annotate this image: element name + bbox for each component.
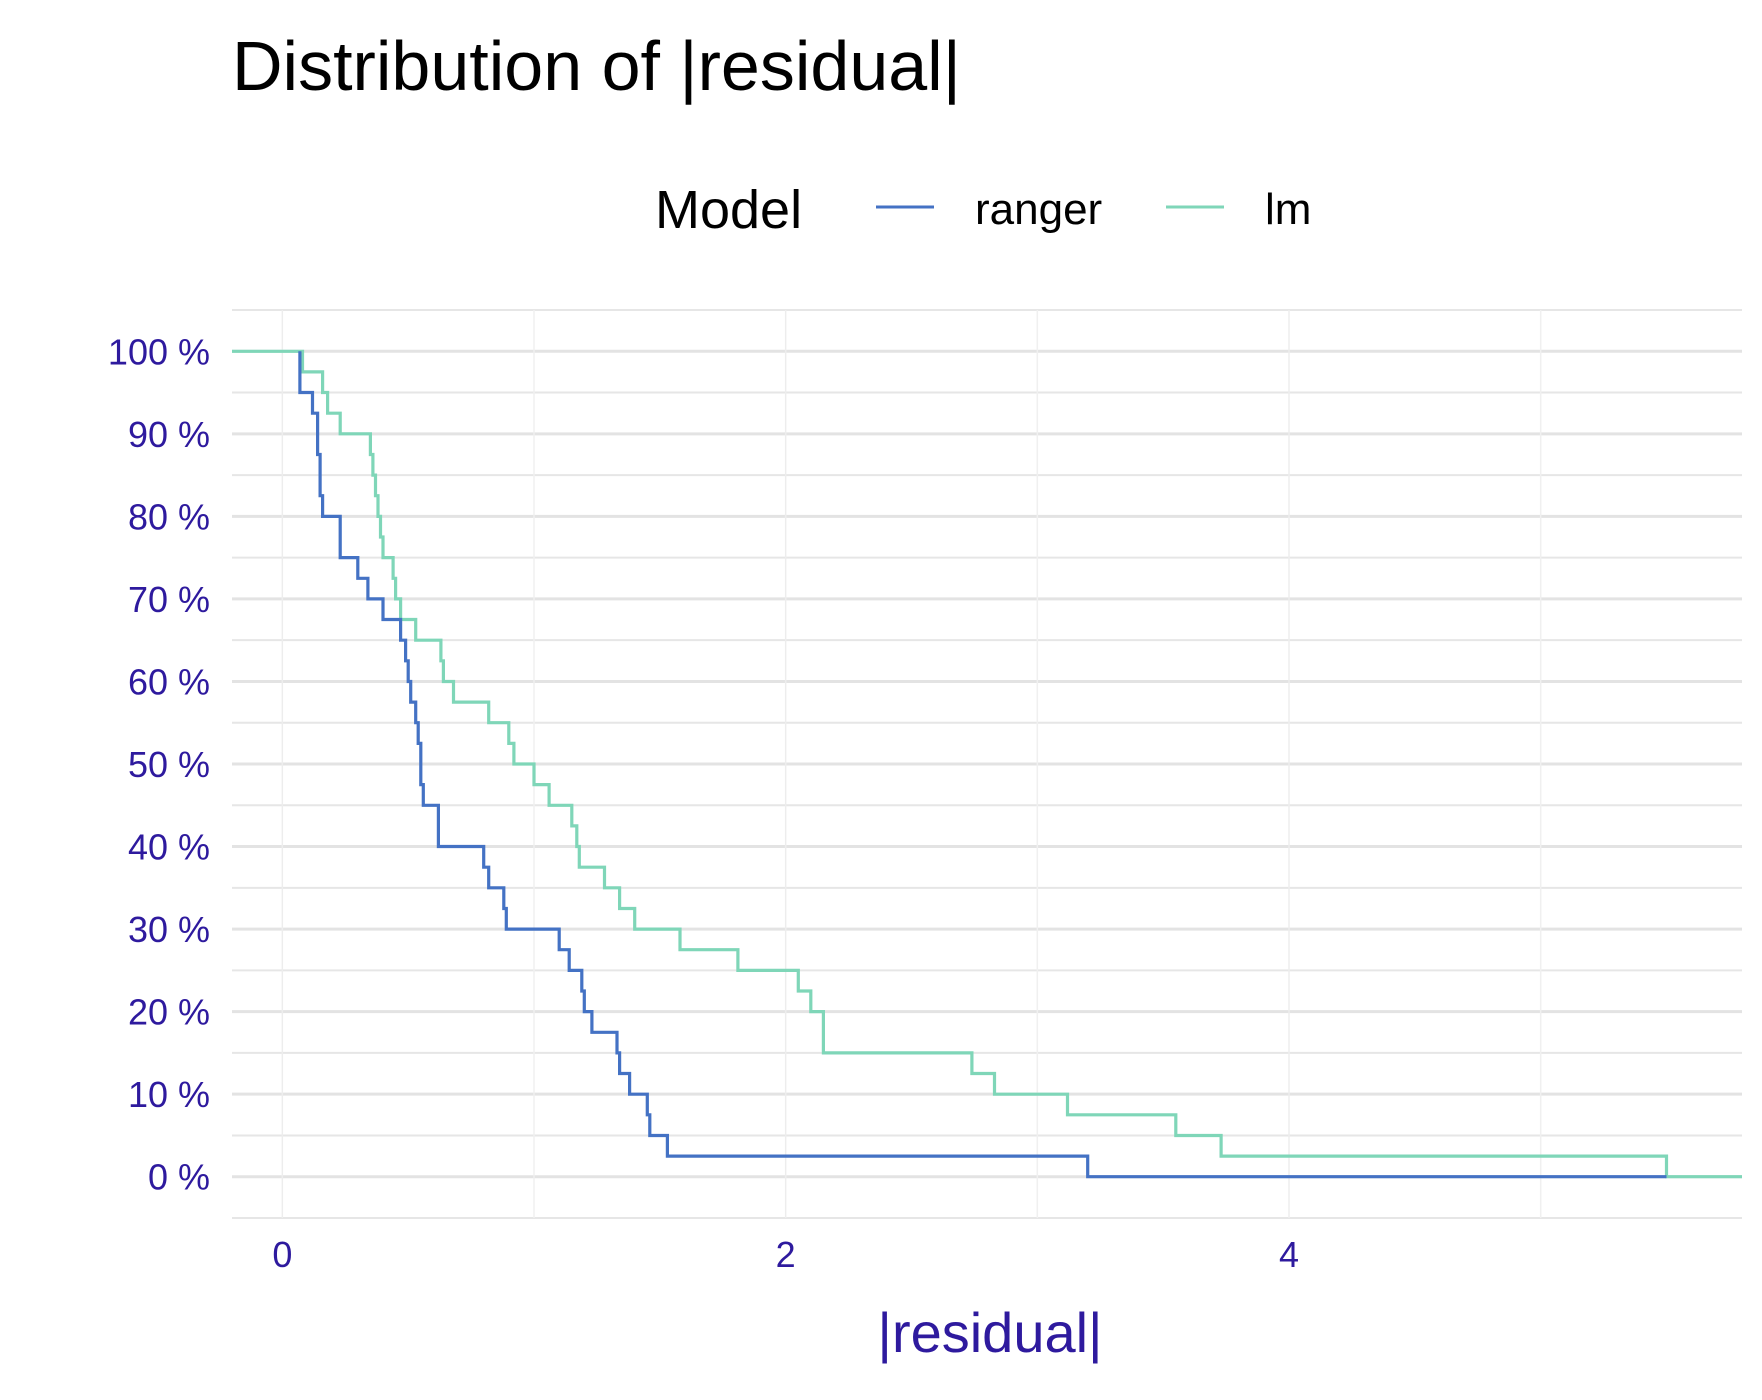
y-tick-label: 10 % bbox=[128, 1074, 210, 1115]
plot-area bbox=[232, 349, 1742, 1179]
y-tick-label: 50 % bbox=[128, 744, 210, 785]
y-tick-label: 60 % bbox=[128, 661, 210, 702]
x-tick-label: 4 bbox=[1279, 1234, 1299, 1275]
y-tick-label: 80 % bbox=[128, 496, 210, 537]
y-tick-label: 40 % bbox=[128, 827, 210, 868]
x-axis: 0 2 4 bbox=[272, 1234, 1299, 1275]
y-axis: 100 % 90 % 80 % 70 % 60 % 50 % 40 % 30 % 20 % 10 … bbox=[108, 331, 210, 1197]
y-tick-label: 100 % bbox=[108, 331, 210, 372]
y-tick-label: 30 % bbox=[128, 909, 210, 950]
x-tick-label: 2 bbox=[776, 1234, 796, 1275]
legend-label-ranger: ranger bbox=[975, 185, 1102, 234]
legend: Model ranger lm bbox=[655, 180, 1311, 240]
series-line-lm bbox=[232, 349, 1742, 1179]
legend-title: Model bbox=[655, 180, 802, 240]
x-tick-label: 0 bbox=[272, 1234, 292, 1275]
y-tick-label: 90 % bbox=[128, 414, 210, 455]
y-tick-label: 70 % bbox=[128, 579, 210, 620]
y-tick-label: 20 % bbox=[128, 992, 210, 1033]
legend-label-lm: lm bbox=[1265, 185, 1311, 234]
series-line-ranger bbox=[298, 351, 1667, 1179]
y-tick-label: 0 % bbox=[148, 1157, 210, 1198]
chart-title: Distribution of |residual| bbox=[232, 27, 961, 105]
x-axis-title: |residual| bbox=[877, 1301, 1102, 1364]
grid bbox=[232, 309, 1742, 1219]
